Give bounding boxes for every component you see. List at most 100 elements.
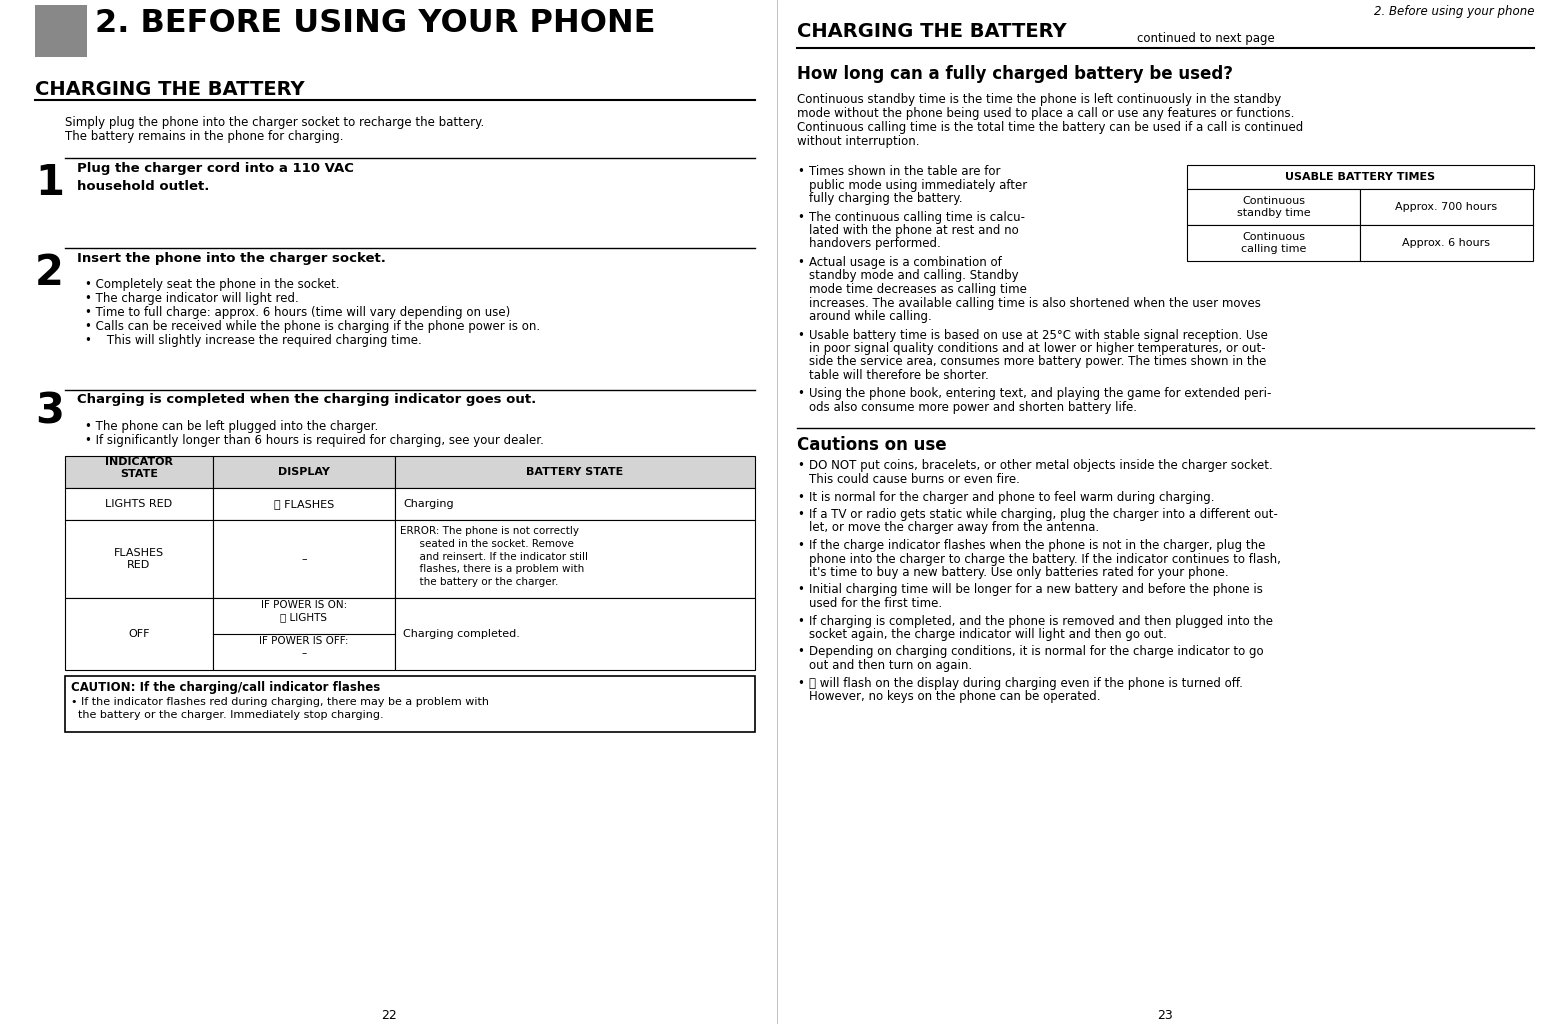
Bar — [1360, 225, 1532, 261]
Text: ⓾ FLASHES: ⓾ FLASHES — [274, 499, 334, 509]
Bar — [1187, 165, 1534, 189]
Text: fully charging the battery.: fully charging the battery. — [810, 193, 962, 205]
Text: Continuous standby time is the time the phone is left continuously in the standb: Continuous standby time is the time the … — [797, 93, 1280, 106]
Text: CHARGING THE BATTERY: CHARGING THE BATTERY — [36, 80, 305, 99]
Text: The battery remains in the phone for charging.: The battery remains in the phone for cha… — [65, 130, 343, 143]
Text: mode without the phone being used to place a call or use any features or functio: mode without the phone being used to pla… — [797, 106, 1294, 120]
Text: • Completely seat the phone in the socket.: • Completely seat the phone in the socke… — [85, 278, 339, 291]
Bar — [395, 520, 755, 598]
Text: 2. BEFORE USING YOUR PHONE: 2. BEFORE USING YOUR PHONE — [95, 8, 656, 39]
Text: Continuous
calling time: Continuous calling time — [1240, 231, 1307, 254]
Text: ⓾ will flash on the display during charging even if the phone is turned off.: ⓾ will flash on the display during charg… — [810, 677, 1243, 689]
Text: •: • — [797, 256, 803, 269]
Text: lated with the phone at rest and no: lated with the phone at rest and no — [810, 224, 1019, 237]
Text: DO NOT put coins, bracelets, or other metal objects inside the charger socket.: DO NOT put coins, bracelets, or other me… — [810, 460, 1273, 472]
Text: OFF: OFF — [129, 629, 149, 639]
Text: If a TV or radio gets static while charging, plug the charger into a different o: If a TV or radio gets static while charg… — [810, 508, 1277, 521]
Bar — [1187, 189, 1360, 225]
Text: •    This will slightly increase the required charging time.: • This will slightly increase the requir… — [85, 334, 421, 347]
Text: • If significantly longer than 6 hours is required for charging, see your dealer: • If significantly longer than 6 hours i… — [85, 434, 544, 447]
Text: How long can a fully charged battery be used?: How long can a fully charged battery be … — [797, 65, 1232, 83]
Text: Approx. 700 hours: Approx. 700 hours — [1395, 202, 1498, 212]
Text: 3: 3 — [36, 390, 64, 432]
Text: Charging completed.: Charging completed. — [402, 629, 521, 639]
Bar — [65, 488, 213, 520]
Text: 2: 2 — [36, 252, 64, 294]
Text: •: • — [797, 539, 803, 552]
Text: LIGHTS RED: LIGHTS RED — [106, 499, 172, 509]
Text: Cautions on use: Cautions on use — [797, 435, 946, 454]
Bar — [213, 456, 395, 488]
Text: However, no keys on the phone can be operated.: However, no keys on the phone can be ope… — [810, 690, 1100, 703]
Text: •: • — [797, 211, 803, 223]
Bar — [36, 5, 87, 57]
Text: standby mode and calling. Standby: standby mode and calling. Standby — [810, 269, 1018, 283]
Bar — [395, 488, 755, 520]
Bar — [65, 598, 213, 670]
Text: ods also consume more power and shorten battery life.: ods also consume more power and shorten … — [810, 401, 1138, 414]
Text: used for the first time.: used for the first time. — [810, 597, 942, 610]
Text: • Time to full charge: approx. 6 hours (time will vary depending on use): • Time to full charge: approx. 6 hours (… — [85, 306, 510, 319]
Text: public mode using immediately after: public mode using immediately after — [810, 178, 1027, 191]
Bar — [395, 598, 755, 670]
Text: IF POWER IS OFF:
–: IF POWER IS OFF: – — [260, 636, 348, 658]
Text: •: • — [797, 329, 803, 341]
Text: 1: 1 — [36, 162, 64, 204]
Text: •: • — [797, 645, 803, 658]
Text: •: • — [797, 387, 803, 400]
Text: Charging: Charging — [402, 499, 454, 509]
Text: Insert the phone into the charger socket.: Insert the phone into the charger socket… — [78, 252, 385, 265]
Text: Using the phone book, entering text, and playing the game for extended peri-: Using the phone book, entering text, and… — [810, 387, 1271, 400]
Text: INDICATOR
STATE: INDICATOR STATE — [106, 457, 172, 478]
Text: •: • — [797, 460, 803, 472]
Bar — [65, 520, 213, 598]
Text: phone into the charger to charge the battery. If the indicator continues to flas: phone into the charger to charge the bat… — [810, 553, 1280, 565]
Text: Initial charging time will be longer for a new battery and before the phone is: Initial charging time will be longer for… — [810, 584, 1263, 597]
Text: •: • — [797, 584, 803, 597]
Bar — [1187, 225, 1360, 261]
Text: USABLE BATTERY TIMES: USABLE BATTERY TIMES — [1285, 172, 1436, 182]
Text: FLASHES
RED: FLASHES RED — [113, 548, 165, 570]
Text: table will therefore be shorter.: table will therefore be shorter. — [810, 369, 988, 382]
Text: It is normal for the charger and phone to feel warm during charging.: It is normal for the charger and phone t… — [810, 490, 1215, 504]
Text: increases. The available calling time is also shortened when the user moves: increases. The available calling time is… — [810, 297, 1260, 309]
Text: CAUTION: If the charging/call indicator flashes: CAUTION: If the charging/call indicator … — [71, 681, 381, 694]
Text: in poor signal quality conditions and at lower or higher temperatures, or out-: in poor signal quality conditions and at… — [810, 342, 1265, 355]
Text: let, or move the charger away from the antenna.: let, or move the charger away from the a… — [810, 521, 1099, 535]
Text: without interruption.: without interruption. — [797, 135, 920, 148]
Text: Approx. 6 hours: Approx. 6 hours — [1403, 238, 1490, 248]
Text: •: • — [797, 508, 803, 521]
Text: Charging is completed when the charging indicator goes out.: Charging is completed when the charging … — [78, 393, 536, 406]
Text: 23: 23 — [1158, 1009, 1173, 1022]
Text: CHARGING THE BATTERY: CHARGING THE BATTERY — [797, 22, 1066, 41]
Text: IF POWER IS ON:
⓾ LIGHTS: IF POWER IS ON: ⓾ LIGHTS — [261, 600, 347, 623]
Text: Plug the charger cord into a 110 VAC
household outlet.: Plug the charger cord into a 110 VAC hou… — [78, 162, 354, 193]
Text: • The charge indicator will light red.: • The charge indicator will light red. — [85, 292, 298, 305]
Text: Continuous
standby time: Continuous standby time — [1237, 196, 1310, 218]
Bar — [213, 520, 395, 598]
Text: •: • — [797, 490, 803, 504]
Bar — [213, 598, 395, 670]
Bar — [1360, 189, 1532, 225]
Text: •: • — [797, 165, 803, 178]
Bar — [65, 676, 755, 732]
Text: •: • — [797, 614, 803, 628]
Text: it's time to buy a new battery. Use only batteries rated for your phone.: it's time to buy a new battery. Use only… — [810, 566, 1229, 579]
Text: If charging is completed, and the phone is removed and then plugged into the: If charging is completed, and the phone … — [810, 614, 1273, 628]
Text: –: – — [301, 554, 306, 564]
Text: BATTERY STATE: BATTERY STATE — [527, 467, 623, 477]
Bar — [65, 456, 213, 488]
Text: Times shown in the table are for: Times shown in the table are for — [810, 165, 1001, 178]
Bar — [213, 488, 395, 520]
Text: • Calls can be received while the phone is charging if the phone power is on.: • Calls can be received while the phone … — [85, 319, 541, 333]
Text: out and then turn on again.: out and then turn on again. — [810, 659, 973, 672]
Text: The continuous calling time is calcu-: The continuous calling time is calcu- — [810, 211, 1026, 223]
Text: continued to next page: continued to next page — [1138, 32, 1274, 45]
Text: If the charge indicator flashes when the phone is not in the charger, plug the: If the charge indicator flashes when the… — [810, 539, 1265, 552]
Text: ERROR: The phone is not correctly
      seated in the socket. Remove
      and r: ERROR: The phone is not correctly seated… — [399, 526, 587, 587]
Text: handovers performed.: handovers performed. — [810, 238, 940, 251]
Text: around while calling.: around while calling. — [810, 310, 932, 323]
Text: socket again, the charge indicator will light and then go out.: socket again, the charge indicator will … — [810, 628, 1167, 641]
Text: Depending on charging conditions, it is normal for the charge indicator to go: Depending on charging conditions, it is … — [810, 645, 1263, 658]
Text: • If the indicator flashes red during charging, there may be a problem with
  th: • If the indicator flashes red during ch… — [71, 697, 490, 720]
